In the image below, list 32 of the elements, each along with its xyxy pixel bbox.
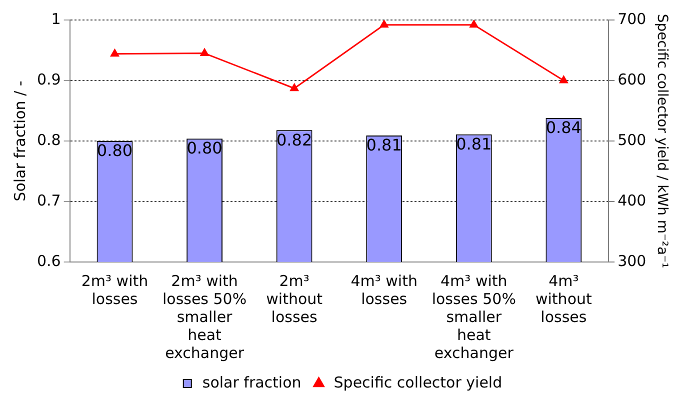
y2-tick-label: 600	[618, 70, 646, 88]
point	[559, 76, 568, 84]
x-tick-label: 2m³ without losses	[266, 272, 323, 326]
point	[200, 48, 209, 56]
y-tick-label: 0.8	[36, 130, 61, 149]
y-tick-label: 0.6	[36, 252, 61, 270]
x-tick-label: 2m³ with losses 50% smaller heat exchanger	[162, 272, 247, 362]
data-label: 0.80	[96, 141, 133, 160]
data-label: 0.81	[456, 134, 492, 154]
data-label: 0.80	[186, 138, 222, 158]
y2-tick-label: 400	[618, 191, 646, 210]
point	[380, 20, 388, 28]
data-label: 0.81	[366, 136, 402, 155]
point	[290, 84, 299, 92]
x-tick-label: 4m³ with losses 50% smaller heat exchanger	[432, 272, 516, 362]
y2-tick-label: 500	[618, 130, 646, 149]
y-tick-label: 0.7	[36, 191, 61, 210]
point	[470, 20, 478, 28]
y2-tick-label: 300	[618, 252, 646, 270]
legend-label: solar fraction	[202, 373, 302, 392]
y-tick-label: 1	[51, 10, 61, 28]
point	[110, 49, 119, 57]
x-tick-label: 4m³ without losses	[535, 272, 592, 326]
data-label: 0.82	[276, 130, 312, 150]
y-axis-title: Solar fraction / -	[10, 80, 29, 202]
y2-axis-title: Specific collector yield / kWh m⁻²a⁻¹	[654, 14, 670, 268]
legend-label: Specific collector yield	[334, 373, 502, 392]
y-tick-label: 0.9	[36, 70, 61, 88]
data-label: 0.84	[546, 118, 582, 138]
x-tick-label: 4m³ with losses	[350, 272, 418, 308]
x-tick-label: 2m³ with losses	[81, 272, 148, 308]
y2-tick-label: 700	[618, 10, 646, 28]
